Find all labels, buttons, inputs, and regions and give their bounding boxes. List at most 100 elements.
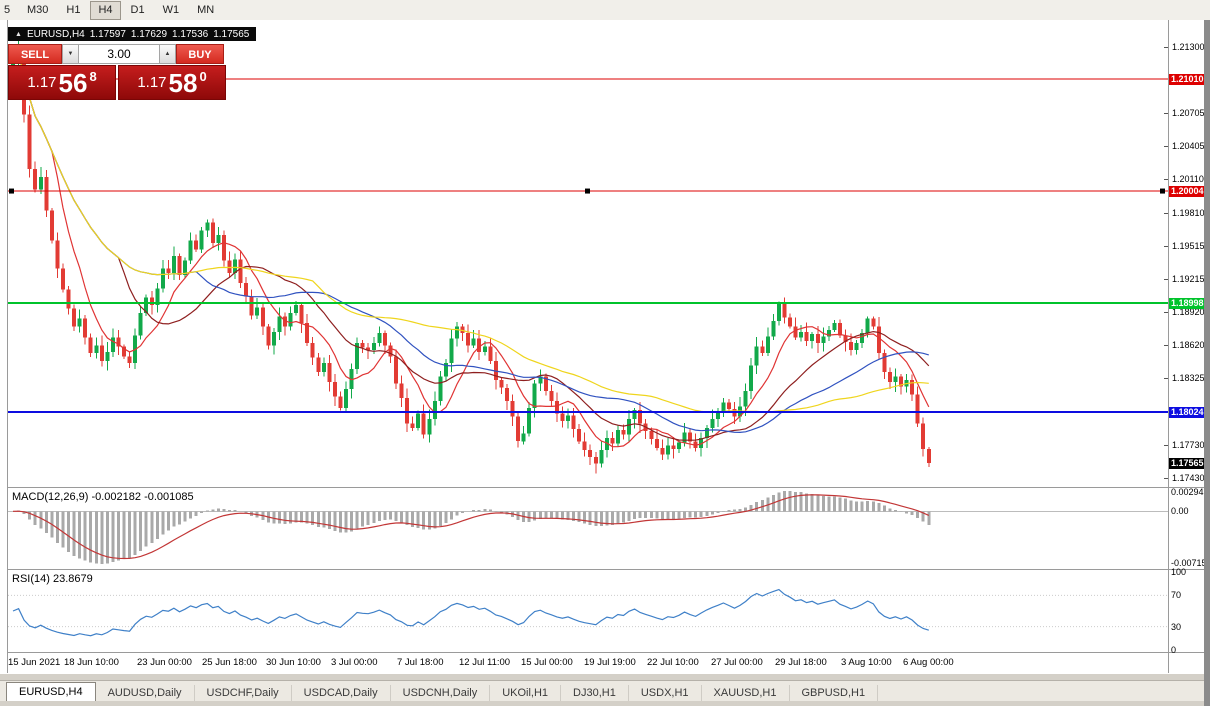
bar-close-value: 1.17565 xyxy=(213,28,250,40)
ma-line-34 xyxy=(12,53,929,434)
volume-increase-button[interactable]: ▲ xyxy=(159,44,176,64)
time-axis-label: 29 Jul 18:00 xyxy=(775,657,827,668)
collapse-arrow-icon[interactable]: ▲ xyxy=(15,30,22,38)
price-axis[interactable]: 1.21300 1.20705 1.20405 1.20110 1.19810 1.195… xyxy=(1169,20,1205,652)
chart-tabs-bar: EURUSD,H4 AUDUSD,Daily USDCHF,Daily USDCAD,… xyxy=(0,680,1204,701)
rsi-scale-label: 70 xyxy=(1171,590,1182,601)
price-tick-mark xyxy=(1164,378,1168,380)
time-axis-label: 15 Jun 2021 xyxy=(8,657,61,668)
timeframe-toolbar: 5 M30 H1 H4 D1 W1 MN xyxy=(0,0,1210,21)
time-axis-label: 12 Jul 11:00 xyxy=(459,657,511,668)
chart-tab-AUDUSD-Daily[interactable]: AUDUSD,Daily xyxy=(96,685,195,701)
chart-tab-XAUUSD-H1[interactable]: XAUUSD,H1 xyxy=(702,685,790,701)
chart-tab-GBPUSD-H1[interactable]: GBPUSD,H1 xyxy=(790,685,879,701)
candles-group xyxy=(11,38,931,474)
price-tick-mark xyxy=(1164,112,1168,114)
chart-left-border xyxy=(7,20,8,673)
price-tick-label: 1.20405 xyxy=(1172,141,1205,152)
rsi-scale-label: 30 xyxy=(1171,621,1182,632)
time-axis[interactable]: 15 Jun 2021 18 Jun 10:00 23 Jun 00:00 25 Ju… xyxy=(0,653,1168,673)
chart-tab-USDX-H1[interactable]: USDX,H1 xyxy=(629,685,702,701)
timeframe-button-H1[interactable]: H1 xyxy=(66,3,81,16)
price-tick-mark xyxy=(1164,46,1168,48)
price-axis-border xyxy=(1168,20,1169,673)
buy-price-main: 58 xyxy=(168,67,198,98)
price-tick-label: 1.19810 xyxy=(1172,207,1205,218)
price-tick-mark xyxy=(1164,146,1168,148)
chart-tab-DJ30-H1[interactable]: DJ30,H1 xyxy=(561,685,629,701)
timeframe-button-D1[interactable]: D1 xyxy=(130,3,145,16)
bar-high-value: 1.17629 xyxy=(130,28,168,40)
current-price-label: 1.17565 xyxy=(1169,458,1205,470)
volume-decrease-button[interactable]: ▼ xyxy=(62,44,79,64)
macd-indicator-label: MACD(12,26,9) -0.002182 -0.001085 xyxy=(12,491,194,503)
time-axis-label: 19 Jul 19:00 xyxy=(584,657,636,668)
time-axis-divider xyxy=(7,652,1204,653)
price-tick-mark xyxy=(1164,311,1168,313)
buy-price-display[interactable]: 1.17 58 0 xyxy=(118,65,226,100)
timeframe-button-M30[interactable]: M30 xyxy=(27,3,49,16)
price-chart[interactable] xyxy=(8,22,1168,487)
time-axis-label: 3 Aug 10:00 xyxy=(841,657,892,668)
price-tick-label: 1.19515 xyxy=(1172,240,1205,251)
macd-histogram xyxy=(17,491,931,565)
chart-tab-USDCHF-Daily[interactable]: USDCHF,Daily xyxy=(195,685,292,701)
buy-button[interactable]: BUY xyxy=(176,44,224,64)
chart-tab-USDCAD-Daily[interactable]: USDCAD,Daily xyxy=(292,685,391,701)
price-tick-mark xyxy=(1164,478,1168,480)
sell-button[interactable]: SELL xyxy=(8,44,62,64)
time-axis-label: 15 Jul 00:00 xyxy=(521,657,573,668)
macd-scale-label: 0.002947 xyxy=(1171,487,1209,497)
chart-window[interactable]: 1.21300 1.20705 1.20405 1.20110 1.19810 1.195… xyxy=(0,20,1210,674)
bar-open-value: 1.17597 xyxy=(89,28,126,40)
line-price-label: 1.21010 xyxy=(1169,73,1205,85)
timeframe-button-H4[interactable]: H4 xyxy=(90,0,121,20)
macd-scale-label: 0.00 xyxy=(1171,506,1189,517)
rsi-indicator-label: RSI(14) 23.8679 xyxy=(12,573,93,585)
buy-price-sup: 0 xyxy=(199,69,207,84)
one-click-price-row: 1.17 56 8 1.17 58 0 xyxy=(8,65,226,100)
volume-input[interactable] xyxy=(79,44,159,64)
timeframe-button-MN[interactable]: MN xyxy=(197,3,215,16)
time-axis-label: 25 Jun 18:00 xyxy=(202,657,257,668)
timeframe-button-W1[interactable]: W1 xyxy=(162,3,180,16)
sell-price-prefix: 1.17 xyxy=(27,74,57,91)
price-tick-mark xyxy=(1164,179,1168,181)
rsi-panel-divider[interactable] xyxy=(7,569,1204,570)
ma-line-8 xyxy=(12,53,930,448)
price-tick-label: 1.17730 xyxy=(1172,439,1205,450)
price-tick-mark xyxy=(1164,245,1168,247)
one-click-trading-row: SELL ▼ ▲ BUY xyxy=(8,44,224,64)
price-tick-label: 1.20110 xyxy=(1172,174,1204,185)
ohlc-info-bar[interactable]: ▲ EURUSD,H4 1.17597 1.17629 1.17536 1.17… xyxy=(8,27,257,41)
window-frame xyxy=(1204,20,1210,706)
rsi-indicator-chart[interactable] xyxy=(8,570,1168,652)
sell-price-display[interactable]: 1.17 56 8 xyxy=(8,65,116,100)
line-price-label: 1.18998 xyxy=(1169,298,1205,310)
chart-tab-EURUSD-H4[interactable]: EURUSD,H4 xyxy=(6,682,96,701)
price-tick-label: 1.19215 xyxy=(1172,274,1205,285)
time-axis-label: 6 Aug 00:00 xyxy=(903,657,954,668)
macd-signal-line xyxy=(12,494,930,560)
chart-tab-UKOil-H1[interactable]: UKOil,H1 xyxy=(490,685,562,701)
price-tick-label: 1.20705 xyxy=(1172,107,1205,118)
time-axis-label: 3 Jul 00:00 xyxy=(331,657,378,668)
price-tick-label: 1.18920 xyxy=(1172,306,1205,317)
macd-indicator-chart[interactable] xyxy=(8,488,1168,568)
time-axis-label: 23 Jun 00:00 xyxy=(137,657,192,668)
price-tick-label: 1.17430 xyxy=(1172,473,1205,484)
macd-scale-label: -0.007151 xyxy=(1171,558,1210,568)
time-axis-label: 27 Jul 00:00 xyxy=(711,657,763,668)
time-axis-label: 18 Jun 10:00 xyxy=(64,657,119,668)
price-tick-label: 1.18620 xyxy=(1172,340,1205,351)
rsi-line xyxy=(12,588,929,637)
price-tick-label: 1.21300 xyxy=(1172,41,1205,52)
rsi-scale-label: 0 xyxy=(1171,645,1177,655)
chart-tab-USDCNH-Daily[interactable]: USDCNH,Daily xyxy=(391,685,491,701)
price-tick-mark xyxy=(1164,212,1168,214)
macd-panel-divider[interactable] xyxy=(7,487,1204,488)
timeframe-button-5[interactable]: 5 xyxy=(4,3,11,16)
ma-line-20 xyxy=(12,53,930,441)
line-price-label: 1.18024 xyxy=(1169,406,1205,418)
